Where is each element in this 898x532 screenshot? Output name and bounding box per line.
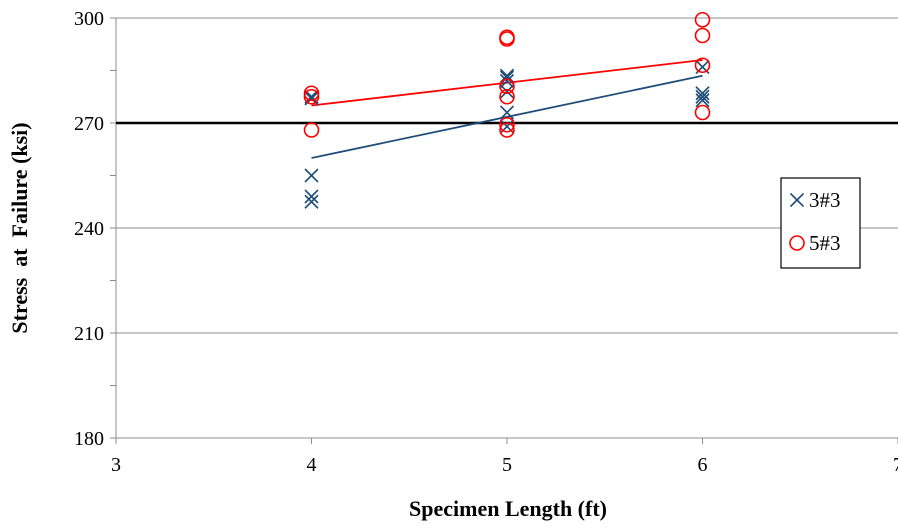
data-point-series-1	[303, 88, 320, 105]
data-point-series-1	[694, 57, 711, 74]
data-point-series-0	[499, 70, 515, 85]
data-points	[303, 11, 711, 209]
data-point-series-0	[304, 194, 319, 209]
x-axis-title: Specimen Length (ft)	[409, 496, 607, 521]
y-tick-label: 210	[74, 323, 104, 345]
data-point-series-0	[695, 89, 710, 104]
data-point-series-1	[303, 85, 320, 102]
data-point-series-1	[694, 11, 711, 28]
data-point-series-0	[695, 93, 710, 108]
y-tick-label: 300	[74, 8, 104, 30]
x-tick-label: 3	[111, 454, 121, 476]
data-point-series-0	[695, 86, 710, 101]
data-point-series-0	[304, 89, 319, 104]
data-point-series-1	[499, 116, 515, 133]
data-point-series-1	[499, 122, 515, 138]
y-tick-label: 180	[74, 428, 104, 450]
data-point-series-0	[499, 73, 515, 89]
gridlines	[116, 17, 898, 334]
data-point-series-0	[304, 189, 319, 204]
axes	[110, 17, 898, 444]
data-point-series-0	[499, 105, 515, 120]
legend-marker-3-3	[789, 192, 805, 208]
trendlines	[311, 59, 703, 159]
x-tick-label: 7	[893, 454, 898, 476]
y-axis-title: Stress at Failure (ksi)	[7, 122, 32, 333]
data-point-series-1	[499, 78, 515, 95]
legend-marker-5-3	[789, 235, 805, 251]
x-tick-label: 4	[307, 454, 317, 476]
legend-marker-shape	[789, 192, 805, 208]
trendline-series-0	[311, 74, 703, 159]
data-point-series-1	[694, 104, 711, 121]
trendline-series-1	[311, 59, 703, 107]
data-point-series-0	[304, 168, 319, 183]
legend-marker-shape	[789, 235, 805, 251]
x-tick-label: 6	[698, 454, 708, 476]
y-tick-label: 240	[74, 218, 104, 240]
legend-label-5-3: 5#3	[809, 231, 841, 255]
y-tick-label: 270	[74, 113, 104, 135]
x-tick-label: 5	[502, 454, 512, 476]
legend-box	[780, 177, 861, 269]
data-point-series-1	[499, 88, 515, 105]
data-point-series-1	[303, 122, 320, 138]
legend: 3#3 5#3	[780, 177, 861, 269]
data-point-series-1	[694, 27, 711, 44]
tick-labels: 180 210 240 270 300 3 4 5 6 7	[74, 8, 898, 476]
data-point-series-0	[499, 84, 515, 99]
legend-label-3-3: 3#3	[809, 188, 841, 212]
data-point-series-1	[499, 31, 515, 47]
